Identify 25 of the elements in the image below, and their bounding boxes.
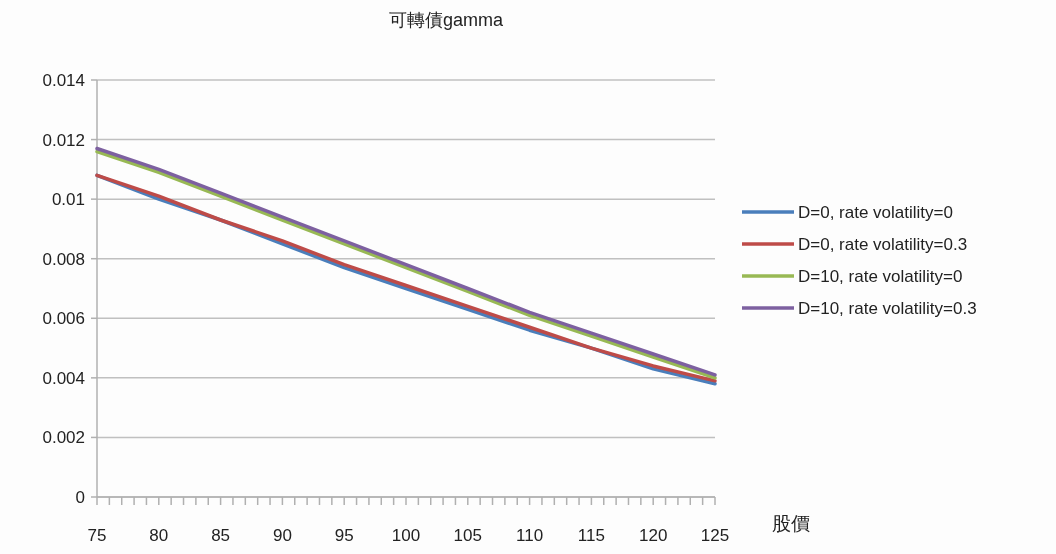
y-tick-label: 0.008	[42, 249, 85, 269]
y-tick-label: 0.006	[42, 309, 85, 329]
y-tick-label: 0.014	[42, 71, 85, 90]
legend-label: D=0, rate volatility=0.3	[798, 235, 968, 254]
x-tick-label: 105	[453, 526, 482, 545]
x-tick-label: 100	[391, 526, 421, 545]
x-tick-label: 115	[577, 526, 605, 545]
legend-label: D=10, rate volatility=0.3	[798, 299, 977, 318]
x-tick-label: 110	[516, 526, 544, 545]
x-tick-label: 80	[149, 526, 169, 545]
x-tick-label: 120	[639, 526, 668, 545]
y-tick-label: 0	[75, 488, 85, 507]
x-tick-label: 95	[334, 526, 354, 545]
x-axis-title: 股價	[772, 513, 810, 534]
x-tick-label: 85	[211, 526, 231, 545]
y-tick-label: 0.012	[42, 130, 85, 150]
y-tick-label: 0.004	[42, 368, 85, 388]
x-tick-label: 75	[87, 526, 107, 545]
y-tick-label: 0.01	[51, 190, 85, 210]
chart-title: 可轉債gamma	[388, 10, 504, 30]
x-tick-label: 125	[700, 526, 730, 545]
y-tick-label: 0.002	[42, 428, 85, 448]
x-tick-label: 90	[272, 526, 292, 545]
legend-label: D=10, rate volatility=0	[798, 267, 963, 286]
legend-label: D=0, rate volatility=0	[798, 203, 953, 222]
